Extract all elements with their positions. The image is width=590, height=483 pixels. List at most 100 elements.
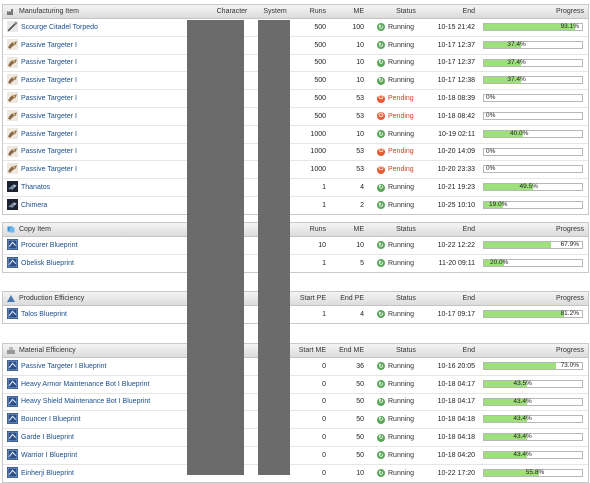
- targeter-icon: [7, 38, 18, 50]
- table-row: Garde I Blueprint 0 50 ↻ Running 10-18 04:18 4…: [3, 429, 588, 447]
- blueprint-icon: [7, 395, 18, 407]
- col-header-end: End: [462, 226, 475, 233]
- cell-a: 1: [322, 201, 326, 209]
- status-text: Running: [388, 41, 415, 49]
- item-name-link[interactable]: Garde I Blueprint: [21, 434, 74, 442]
- col-header-a: Start PE: [299, 295, 326, 302]
- progress-bar: 0%: [483, 147, 583, 156]
- progress-label: 43.4%: [513, 450, 532, 458]
- progress-fill: [484, 398, 527, 405]
- item-name-link[interactable]: Obelisk Blueprint: [21, 259, 74, 267]
- pending-icon: ⏻: [377, 165, 385, 174]
- item-name-link[interactable]: Passive Targeter I: [21, 166, 77, 174]
- cell-a: 10: [318, 241, 326, 249]
- running-icon: ↻: [377, 397, 385, 406]
- table-row: Einherji Blueprint 0 10 ↻ Running 10-22 17:20…: [3, 465, 588, 482]
- end-time: 10-15 21:42: [437, 23, 475, 31]
- item-name-link[interactable]: Passive Targeter I: [21, 95, 77, 103]
- end-time: 10-18 04:17: [437, 398, 475, 406]
- table-row: Passive Targeter I 1000 53 ⏻ Pending 10-20 14…: [3, 144, 588, 162]
- progress-bar: 73.0%: [483, 362, 583, 370]
- item-name-link[interactable]: Scourge Citadel Torpedo: [21, 23, 98, 31]
- item-name-link[interactable]: Einherji Blueprint: [21, 469, 74, 477]
- end-time: 10-21 19:23: [437, 184, 475, 192]
- end-time: 10-18 08:39: [437, 95, 475, 103]
- end-time: 10-22 17:20: [437, 469, 475, 477]
- progress-bar: 20.0%: [483, 258, 583, 267]
- status-text: Running: [388, 201, 415, 209]
- progress-bar: 93.1%: [483, 23, 583, 31]
- running-icon: ↻: [377, 41, 385, 50]
- targeter-icon: [7, 163, 18, 175]
- cell-b: 100: [352, 23, 364, 31]
- status-cell: ↻ Running: [377, 306, 414, 323]
- ship-icon: [7, 198, 18, 210]
- progress-bar: 55.8%: [483, 468, 583, 477]
- status-cell: ↻ Running: [377, 429, 414, 446]
- col-header-a: Runs: [309, 8, 326, 15]
- pe-header: Production Efficiency Start PE End PE Statu…: [3, 292, 588, 306]
- cell-a: 0: [322, 469, 326, 477]
- item-name-link[interactable]: Thanatos: [21, 184, 51, 192]
- item-name-link[interactable]: Procurer Blueprint: [21, 241, 78, 249]
- progress-bar: 0%: [483, 165, 583, 174]
- running-icon: ↻: [377, 469, 385, 478]
- col-header-status: Status: [396, 8, 416, 15]
- running-icon: ↻: [377, 415, 385, 424]
- table-row: Passive Targeter I 500 53 ⏻ Pending 10-18 08:…: [3, 108, 588, 126]
- item-name-link[interactable]: Heavy Shield Maintenance Bot I Blueprint: [21, 398, 151, 406]
- progress-label: 43.5%: [513, 379, 532, 387]
- progress-label: 81.2%: [560, 310, 579, 317]
- running-icon: ↻: [377, 380, 385, 389]
- panel-manufacturing: Manufacturing Item Character System Runs ME S…: [2, 4, 589, 215]
- table-row: Passive Targeter I 500 10 ↻ Running 10-17 12:…: [3, 55, 588, 73]
- status-text: Running: [388, 310, 415, 318]
- item-name-link[interactable]: Passive Targeter I: [21, 41, 77, 49]
- cell-b: 53: [356, 148, 364, 156]
- status-cell: ↻ Running: [377, 465, 414, 482]
- cell-b: 10: [356, 469, 364, 477]
- item-name-link[interactable]: Passive Targeter I: [21, 112, 77, 120]
- end-time: 10-20 23:33: [437, 166, 475, 174]
- blueprint-icon: [7, 431, 18, 443]
- progress-label: 40.0%: [510, 129, 529, 137]
- status-text: Running: [388, 451, 415, 459]
- progress-bar: 43.4%: [483, 433, 583, 442]
- cell-a: 0: [322, 380, 326, 388]
- cell-a: 0: [322, 362, 326, 370]
- cell-b: 10: [356, 59, 364, 67]
- progress-label: 0%: [486, 111, 496, 119]
- cell-b: 50: [356, 380, 364, 388]
- cell-b: 53: [356, 112, 364, 120]
- end-time: 10-17 12:37: [437, 59, 475, 67]
- table-row: Bouncer I Blueprint 0 50 ↻ Running 10-18 04:1…: [3, 411, 588, 430]
- col-header-status: Status: [396, 295, 416, 302]
- item-name-link[interactable]: Chimera: [21, 201, 48, 209]
- item-name-link[interactable]: Warrior I Blueprint: [21, 451, 78, 459]
- targeter-icon: [7, 109, 18, 121]
- section-title: Manufacturing Item: [19, 8, 79, 15]
- item-name-link[interactable]: Passive Targeter I: [21, 130, 77, 138]
- item-name-link[interactable]: Heavy Armor Maintenance Bot I Blueprint: [21, 380, 150, 388]
- status-cell: ↻ Running: [377, 37, 414, 54]
- table-row: Passive Targeter I 500 10 ↻ Running 10-17 12:…: [3, 37, 588, 55]
- progress-bar: 49.5%: [483, 183, 583, 192]
- progress-label: 73.0%: [560, 362, 579, 369]
- cell-b: 36: [356, 362, 364, 370]
- blueprint-icon: [7, 466, 18, 478]
- item-name-link[interactable]: Passive Targeter I Blueprint: [21, 362, 107, 370]
- progress-bar: 43.4%: [483, 415, 583, 424]
- item-name-link[interactable]: Passive Targeter I: [21, 59, 77, 67]
- item-name-link[interactable]: Passive Targeter I: [21, 77, 77, 85]
- cell-b: 50: [356, 434, 364, 442]
- progress-label: 0%: [486, 147, 496, 155]
- item-name-link[interactable]: Bouncer I Blueprint: [21, 416, 81, 424]
- progress-fill: [484, 469, 539, 476]
- progress-label: 0%: [486, 165, 496, 173]
- progress-bar: 37.4%: [483, 40, 583, 49]
- end-time: 10-19 02:11: [438, 130, 475, 138]
- end-time: 11-20 09:11: [438, 259, 475, 267]
- item-name-link[interactable]: Passive Targeter I: [21, 148, 77, 156]
- col-header-b: ME: [353, 226, 365, 233]
- item-name-link[interactable]: Talos Blueprint: [21, 310, 67, 318]
